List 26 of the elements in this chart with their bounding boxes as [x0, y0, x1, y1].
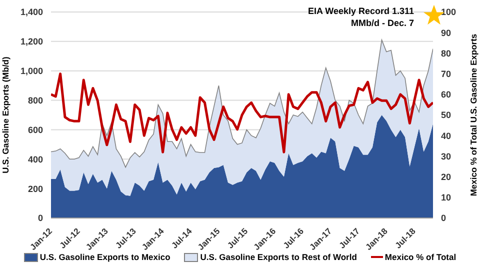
y-tick-label: 1,000	[20, 66, 43, 76]
y2-tick-label: 50	[441, 110, 452, 120]
y2-axis-title: Mexico % of Total U.S. Gasoline Exports	[468, 34, 478, 196]
y2-tick-label: 100	[441, 7, 456, 18]
annotation: EIA Weekly Record 1.311 MMb/d - Dec. 7	[306, 5, 414, 29]
y-axis-title: U.S. Gasoline Exports (Mb/d)	[0, 56, 10, 174]
y-tick-label: 600	[28, 124, 43, 135]
y-tick-label: 1,400	[20, 7, 43, 18]
y2-tick-label: 70	[441, 68, 452, 79]
y2-tick-label: 30	[441, 151, 452, 162]
y2-tick-label: 40	[441, 130, 452, 141]
y-tick-label: 0	[38, 213, 43, 224]
line-series	[51, 72, 433, 154]
y-tick-label: 400	[28, 154, 43, 164]
y-tick-label: 200	[28, 184, 43, 194]
y2-tick-label: 60	[441, 90, 452, 100]
y2-tick-label: 90	[441, 28, 452, 38]
y2-tick-label: 0	[441, 213, 446, 224]
y2-tick-label: 20	[441, 172, 452, 182]
legend-label: U.S. Gasoline Exports to Rest of World	[199, 252, 357, 262]
y-tick-label: 1,200	[20, 36, 43, 47]
y-tick-label: 800	[28, 95, 43, 106]
legend-label: Mexico % of Total	[384, 252, 456, 262]
legend-label: U.S. Gasoline Exports to Mexico	[38, 252, 170, 262]
y2-tick-label: 80	[441, 48, 452, 58]
y2-tick-label: 10	[441, 192, 452, 203]
